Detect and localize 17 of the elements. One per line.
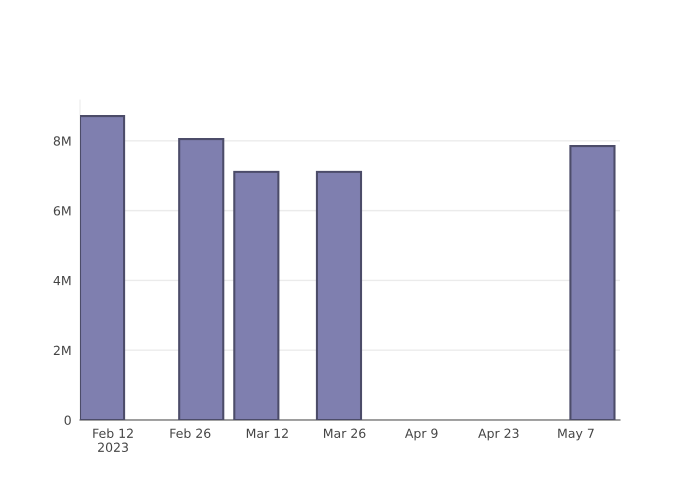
y-tick-label: 2M [54,346,70,355]
x-tick-label: May 7 [558,428,594,440]
x-tick-label: Apr 23 [478,428,519,440]
y-tick-label: 6M [54,206,70,216]
x-tick-label: Feb 12 2023 [93,428,133,452]
x-tick-label: Apr 9 [404,428,438,440]
x-tick-label: Feb 26 [170,428,210,438]
x-tick-label: Mar 12 [246,428,288,438]
bar [233,170,280,420]
y-tick-label: 4M [54,276,70,286]
y-tick-label: 0 [64,415,71,425]
x-tick-label: Mar 26 [324,428,366,438]
y-tick-label: 8M [54,136,70,146]
bar [316,170,362,420]
bar [80,115,126,420]
bar [178,138,224,420]
bar [569,145,616,420]
